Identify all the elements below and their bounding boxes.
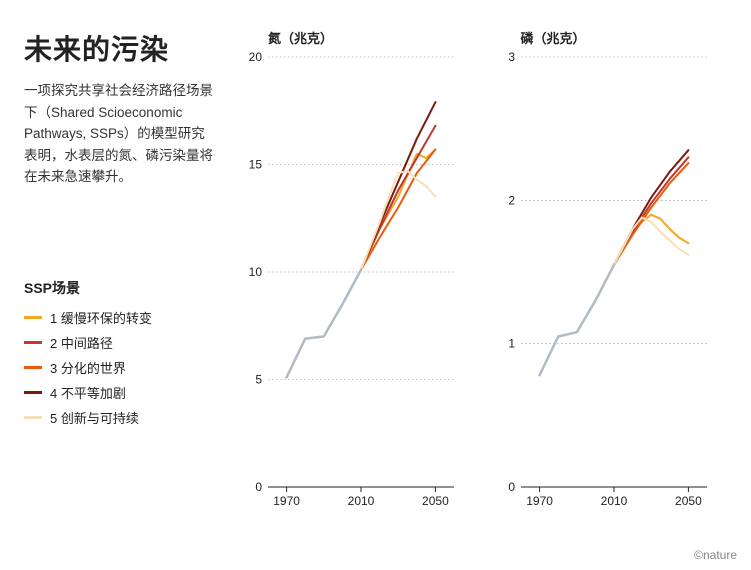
- y-tick-label: 0: [255, 480, 262, 494]
- series-line: [287, 270, 361, 378]
- legend-item: 3 分化的世界: [24, 358, 216, 377]
- y-tick-label: 3: [508, 51, 515, 64]
- y-tick-label: 1: [508, 337, 515, 351]
- y-tick-label: 2: [508, 193, 515, 207]
- legend-swatch: [24, 366, 42, 369]
- subtitle: 一项探究共享社会经济路径场景下（Shared Scioeconomic Path…: [24, 80, 216, 188]
- page-title: 未来的污染: [24, 28, 216, 68]
- legend-label: 1 缓慢环保的转变: [50, 308, 152, 327]
- chart-title: 磷（兆克）: [521, 28, 732, 47]
- y-tick-label: 15: [249, 158, 263, 172]
- legend: SSP场景 1 缓慢环保的转变 2 中间路径 3 分化的世界 4 不平等加剧 5 创新与…: [24, 278, 216, 427]
- chart: 氮（兆克） 0 5 10 15 20 1970 2010 2050: [234, 28, 479, 550]
- legend-label: 2 中间路径: [50, 333, 113, 352]
- y-tick-label: 10: [249, 265, 263, 279]
- series-line: [361, 102, 435, 270]
- series-line: [361, 171, 435, 270]
- legend-label: 5 创新与可持续: [50, 408, 139, 427]
- legend-swatch: [24, 416, 42, 419]
- legend-swatch: [24, 316, 42, 319]
- x-tick-label: 2050: [422, 494, 449, 508]
- series-line: [361, 149, 435, 269]
- x-tick-label: 1970: [526, 494, 553, 508]
- legend-item: 2 中间路径: [24, 333, 216, 352]
- y-tick-label: 0: [508, 480, 515, 494]
- chart-svg: 0 5 10 15 20 1970 2010 2050: [234, 51, 464, 521]
- legend-swatch: [24, 391, 42, 394]
- legend-swatch: [24, 341, 42, 344]
- y-tick-label: 5: [255, 373, 262, 387]
- x-tick-label: 2050: [675, 494, 702, 508]
- chart-svg: 0 1 2 3 1970 2010 2050: [487, 51, 717, 521]
- x-tick-label: 1970: [273, 494, 300, 508]
- attribution: ©nature: [694, 548, 737, 562]
- legend-item: 4 不平等加剧: [24, 383, 216, 402]
- legend-item: 1 缓慢环保的转变: [24, 308, 216, 327]
- series-line: [614, 218, 688, 265]
- legend-label: 3 分化的世界: [50, 358, 126, 377]
- chart-title: 氮（兆克）: [268, 28, 479, 47]
- y-tick-label: 20: [249, 51, 263, 64]
- x-tick-label: 2010: [600, 494, 627, 508]
- legend-label: 4 不平等加剧: [50, 383, 126, 402]
- legend-item: 5 创新与可持续: [24, 408, 216, 427]
- legend-title: SSP场景: [24, 278, 216, 298]
- x-tick-label: 2010: [348, 494, 375, 508]
- chart: 磷（兆克） 0 1 2 3 1970 2010 2050: [487, 28, 732, 550]
- series-line: [539, 265, 613, 375]
